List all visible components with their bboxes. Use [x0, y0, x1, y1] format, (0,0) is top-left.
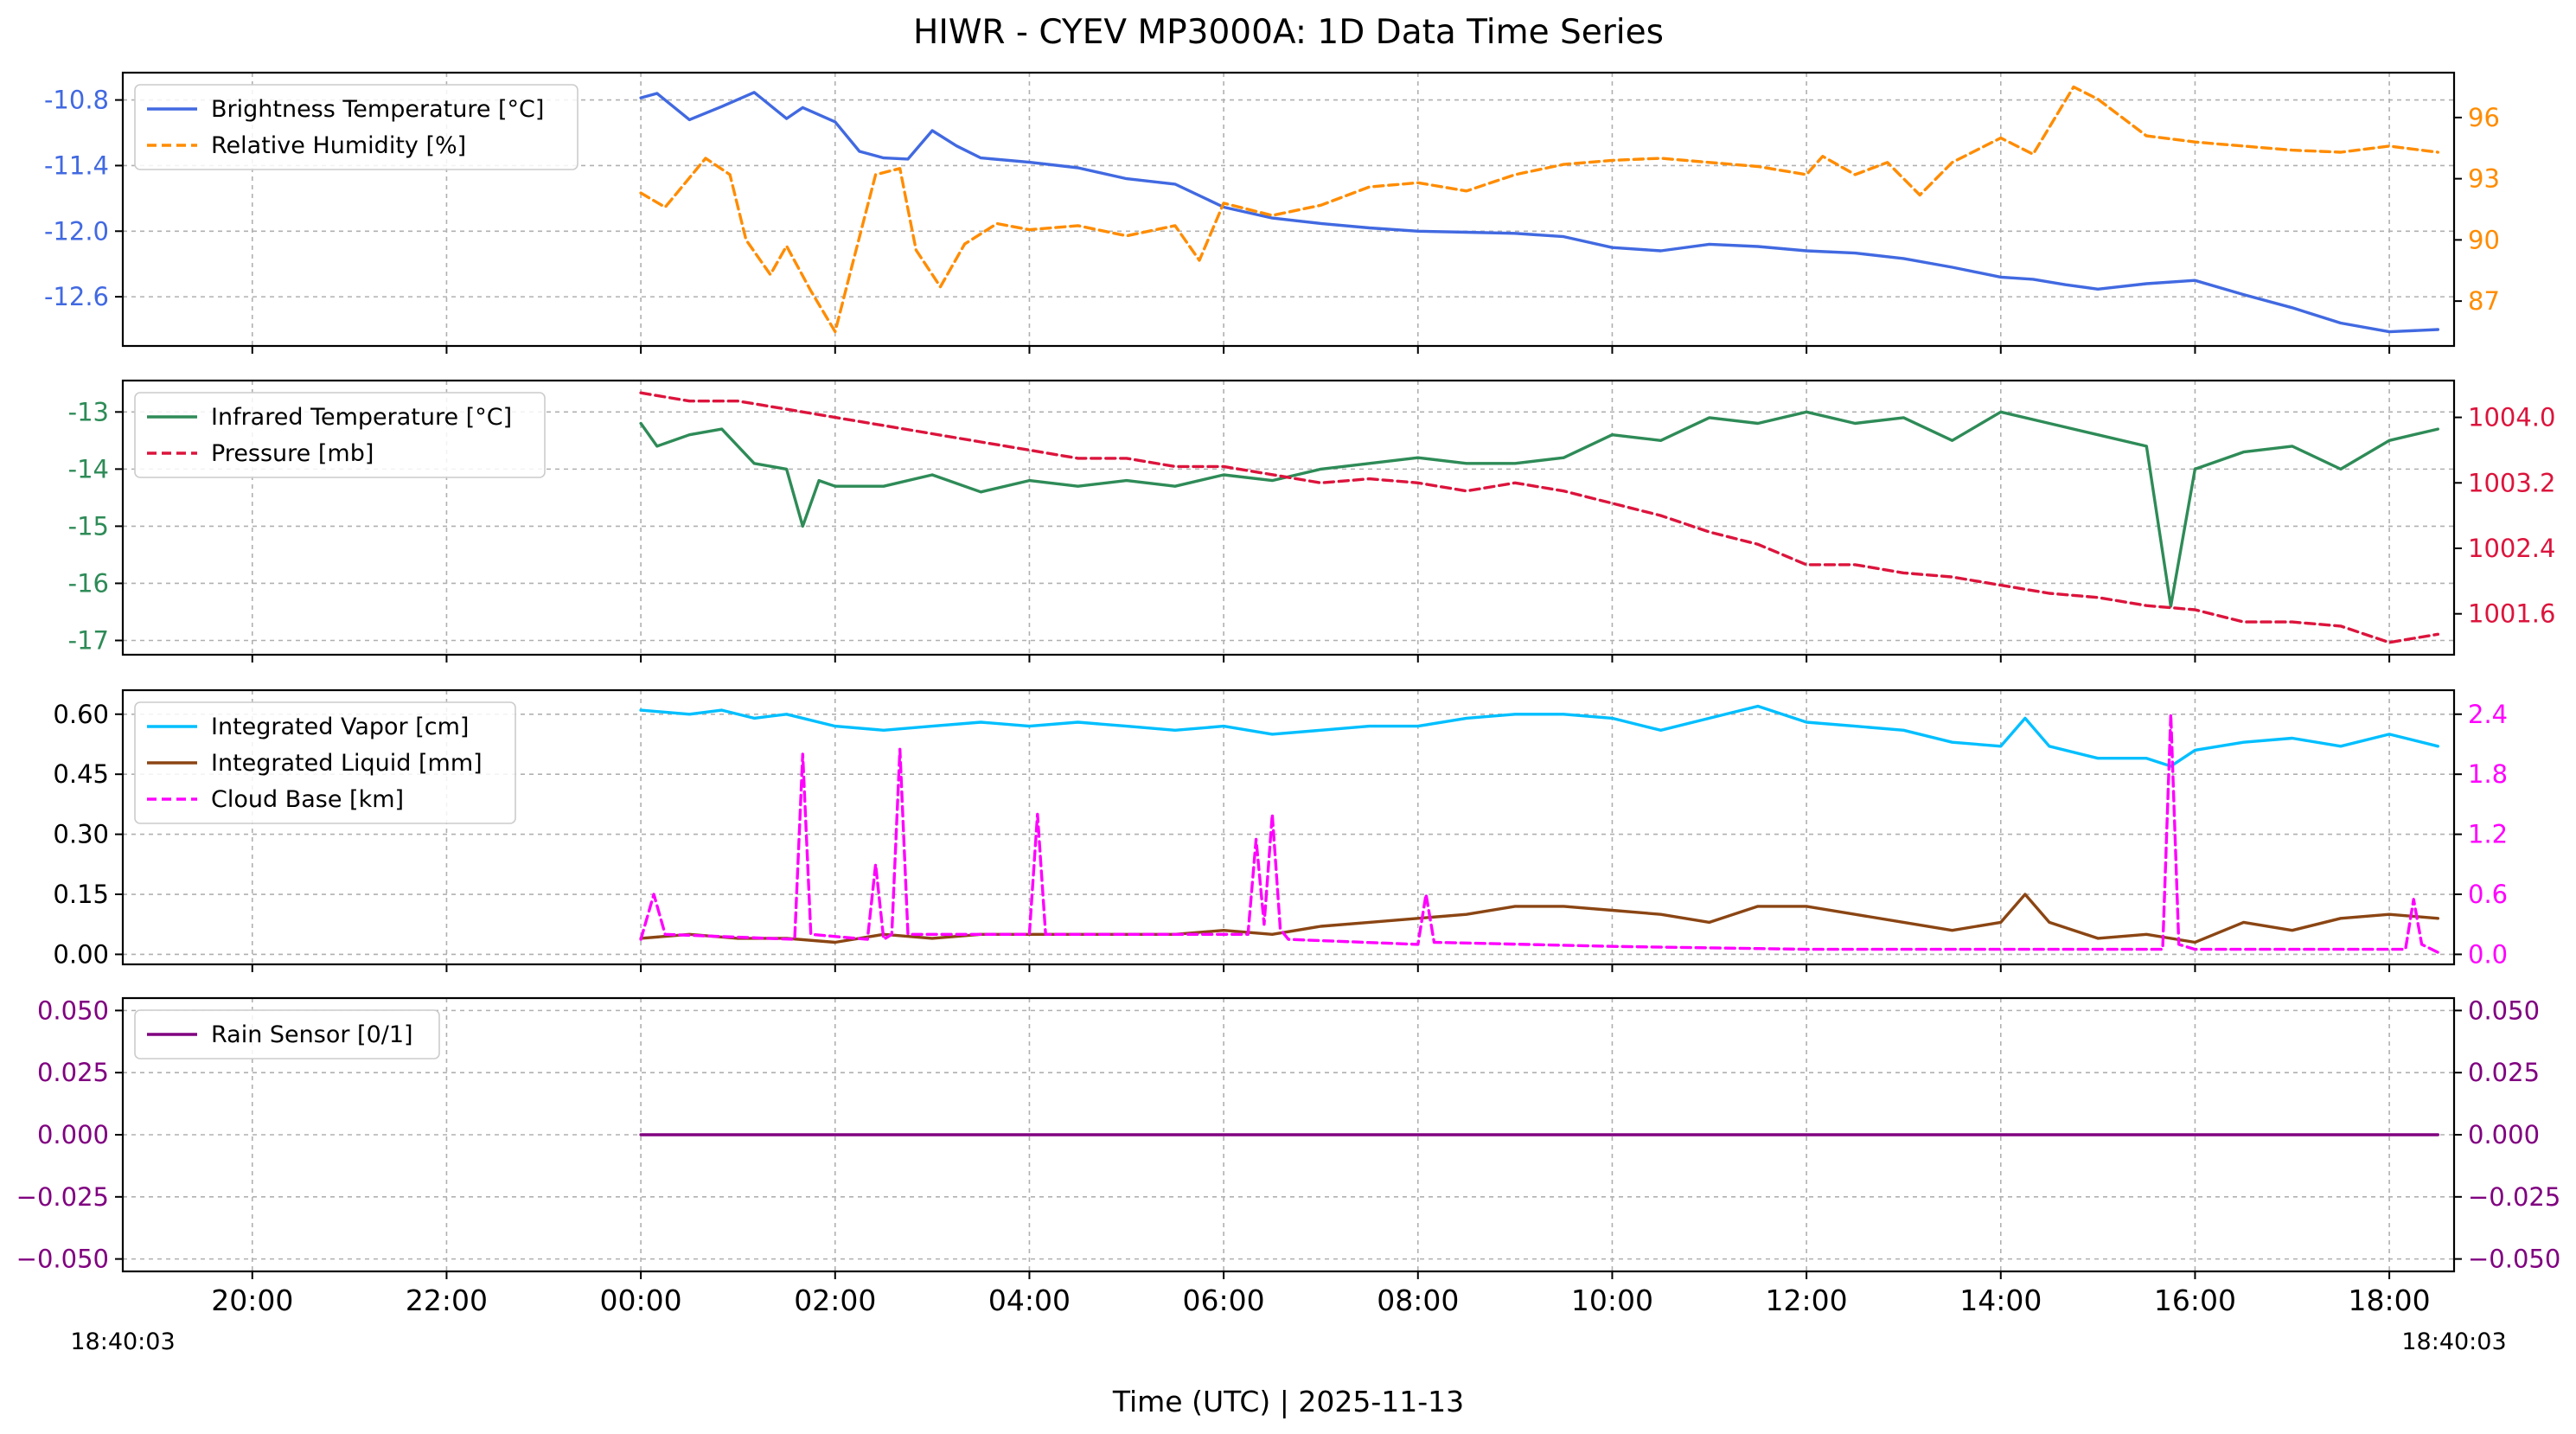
right-tick-label: 1003.2	[2468, 468, 2555, 497]
left-tick-label: 0.60	[53, 700, 109, 729]
legend-label: Integrated Liquid [mm]	[211, 750, 483, 777]
left-tick-label: -16	[68, 568, 109, 598]
x-tick-label: 10:00	[1571, 1284, 1653, 1317]
right-tick-label: 96	[2468, 103, 2500, 132]
right-tick-label: −0.025	[2468, 1182, 2560, 1212]
left-tick-label: -14	[68, 454, 109, 483]
x-tick-label: 12:00	[1766, 1284, 1848, 1317]
left-tick-label: 0.000	[37, 1120, 109, 1149]
legend: Brightness Temperature [°C] Relative Humi…	[134, 84, 578, 170]
left-tick-label: 0.45	[53, 759, 109, 789]
left-tick-label: -12.6	[44, 282, 109, 311]
legend-label: Integrated Vapor [cm]	[211, 714, 469, 740]
x-tick-label: 16:00	[2154, 1284, 2236, 1317]
legend: Integrated Vapor [cm] Integrated Liquid […	[134, 701, 516, 824]
right-tick-label: 90	[2468, 225, 2500, 254]
legend-label: Rain Sensor [0/1]	[211, 1021, 413, 1048]
legend-label: Relative Humidity [%]	[211, 132, 466, 159]
right-tick-label: 0.0	[2468, 939, 2508, 969]
plot-frame	[121, 996, 2456, 1273]
x-tick-label: 22:00	[406, 1284, 488, 1317]
right-tick-label: 0.000	[2468, 1120, 2540, 1149]
legend: Infrared Temperature [°C] Pressure [mb]	[134, 392, 546, 478]
x-start-label: 18:40:03	[70, 1328, 175, 1355]
legend-label: Brightness Temperature [°C]	[211, 96, 544, 123]
right-tick-label: 1.2	[2468, 820, 2508, 849]
series-line-1-2	[639, 85, 2440, 334]
left-tick-label: 0.15	[53, 880, 109, 909]
panel-1: -10.8 -11.4 -12.0 -12.6 96 93 90 87 Brightness T…	[44, 71, 2500, 354]
legend-label: Infrared Temperature [°C]	[211, 404, 512, 431]
left-tick-label: -17	[68, 625, 109, 655]
right-tick-label: 0.6	[2468, 880, 2508, 909]
x-axis-label: Time (UTC) | 2025-11-13	[1112, 1385, 1464, 1418]
legend-label: Pressure [mb]	[211, 440, 374, 467]
left-tick-label: -11.4	[44, 150, 109, 180]
panel-3: 0.60 0.45 0.30 0.15 0.00 2.4 1.8 1.2 0.6 0.0 Integ…	[53, 688, 2508, 972]
left-tick-label: 0.025	[37, 1058, 109, 1087]
legend-box	[134, 701, 516, 824]
legend-box	[134, 392, 546, 478]
plot-frame	[121, 71, 2456, 348]
right-tick-label: 1.8	[2468, 759, 2508, 789]
x-tick-label: 00:00	[600, 1284, 682, 1317]
series-line-3-2	[639, 893, 2440, 944]
panel-2: -13 -14 -15 -16 -17 1004.0 1003.2 1002.4 1001.6 I…	[68, 379, 2555, 663]
left-tick-label: −0.025	[16, 1182, 109, 1212]
right-tick-label: 1004.0	[2468, 403, 2555, 432]
series-line-2-2	[639, 391, 2440, 644]
right-tick-label: 0.050	[2468, 995, 2540, 1025]
right-tick-label: −0.050	[2468, 1245, 2560, 1274]
plot-frame	[121, 379, 2456, 656]
x-tick-label: 08:00	[1377, 1284, 1459, 1317]
series-line-1-1	[639, 91, 2440, 334]
right-tick-label: 0.025	[2468, 1058, 2540, 1087]
x-tick-label: 06:00	[1183, 1284, 1265, 1317]
x-tick-label: 04:00	[988, 1284, 1071, 1317]
left-tick-label: 0.00	[53, 939, 109, 969]
left-tick-label: -13	[68, 397, 109, 426]
series-line-3-1	[639, 704, 2440, 768]
legend-box	[134, 1009, 440, 1059]
panel-4: 20:00 22:00 00:00 02:00 04:00 06:00 08:00 10:00…	[16, 995, 2561, 1317]
x-tick-label: 14:00	[1959, 1284, 2042, 1317]
right-tick-label: 1001.6	[2468, 599, 2555, 629]
x-end-label: 18:40:03	[2401, 1328, 2506, 1355]
legend-box	[134, 84, 578, 170]
x-tick-label: 18:00	[2349, 1284, 2431, 1317]
right-tick-label: 93	[2468, 164, 2500, 194]
legend-label: Cloud Base [km]	[211, 786, 404, 813]
left-tick-label: 0.050	[37, 995, 109, 1025]
figure-title: HIWR - CYEV MP3000A: 1D Data Time Series	[913, 13, 1664, 52]
plot-frame	[121, 688, 2456, 966]
series-line-3-3	[639, 713, 2440, 954]
series-line-2-1	[639, 410, 2440, 608]
left-tick-label: -10.8	[44, 86, 109, 115]
left-tick-label: -12.0	[44, 216, 109, 246]
right-tick-label: 87	[2468, 286, 2500, 316]
x-tick-label: 02:00	[794, 1284, 876, 1317]
right-tick-label: 1002.4	[2468, 534, 2555, 563]
panels: -10.8 -11.4 -12.0 -12.6 96 93 90 87 Brightness T…	[16, 71, 2561, 1317]
left-tick-label: 0.30	[53, 820, 109, 849]
left-tick-label: −0.050	[16, 1245, 109, 1274]
left-tick-label: -15	[68, 511, 109, 541]
x-tick-label: 20:00	[211, 1284, 293, 1317]
right-tick-label: 2.4	[2468, 700, 2508, 729]
legend: Rain Sensor [0/1]	[134, 1009, 440, 1059]
